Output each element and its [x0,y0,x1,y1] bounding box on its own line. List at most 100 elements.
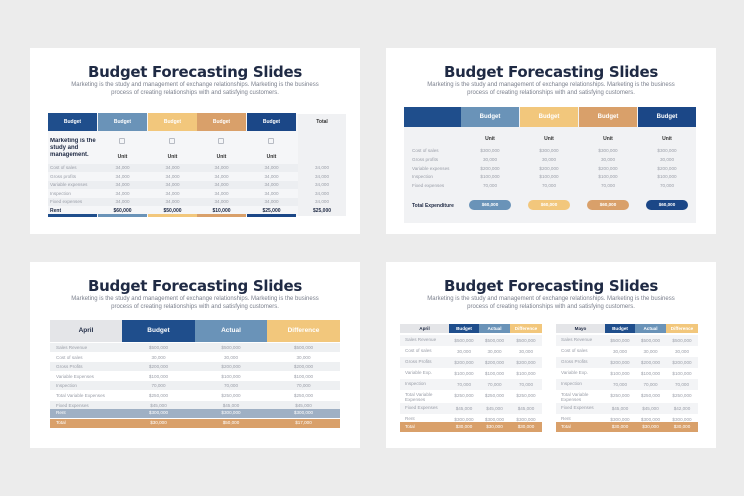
table-cell: $200,000 [148,364,169,370]
table-cell: 34,000 [214,182,229,187]
table-cell: 30,000 [643,349,658,354]
total-cell: 34,000 [314,165,330,170]
total-header: Total [316,119,328,125]
row-label: Gross Profits [405,359,432,364]
table-cell: $45,000 [642,406,659,411]
table-cell: $300,000 [480,148,500,153]
row-stripe [400,379,542,390]
table-cell: $300,000 [672,417,692,422]
table-cell: $45,000 [611,406,629,411]
total-cell: 34,000 [314,190,330,196]
total-cell: $17,000 [295,420,312,425]
column-header: Mayo [556,324,605,333]
table-cell: 30,000 [541,156,557,162]
slide-subtitle: Marketing is the study and management of… [71,296,319,310]
table-cell: 70,000 [482,183,498,189]
row-stripe [48,198,298,206]
table-cell: 70,000 [612,382,628,387]
row-label: Inspection [412,174,433,180]
slide-title: Budget Forecasting Slides [88,277,302,295]
row-stripe [50,381,340,391]
table-cell: $200,000 [484,360,505,365]
row-stripe [48,164,298,172]
table-cell: $500,000 [640,338,661,343]
bag-icon [268,138,274,144]
table-cell: 70,000 [296,383,311,389]
rent-cell: $60,000 [113,208,132,214]
table-cell: $200,000 [672,360,692,365]
slide-3[interactable]: Budget Forecasting Slides Marketing is t… [30,262,360,448]
unit-label: Unit [117,154,128,160]
chart-icon [218,138,224,144]
header-lead [404,107,461,127]
total-pill: $60,000 [469,200,511,210]
unit-label: Unit [266,154,277,160]
total-pill: $60,000 [587,200,629,210]
table-cell: $45,000 [295,402,312,408]
row-label: Gross Profits [56,364,83,370]
row-label: Total Variable Expenses [56,393,105,398]
rent-cell: $25,000 [262,208,281,214]
rent-label: Rent [50,208,62,214]
row-label: Variable Exp. [561,370,588,375]
row-label: Fixed expenses [412,183,445,189]
table-cell: $300,000 [516,417,536,422]
table-cell: $200,000 [610,360,630,365]
row-label: Cost of sales [50,165,77,170]
row-label: Fixed Expenses [405,405,438,410]
row-stripe [556,379,698,390]
row-stripe [48,181,298,189]
row-stripe [556,357,698,368]
table-cell: $250,000 [610,393,630,398]
unit-label: Unit [216,154,227,160]
table-cell: $300,000 [454,417,474,422]
row-stripe [400,357,542,368]
total-cell: $30,000 [455,424,473,429]
total-row [50,419,340,428]
total-row [556,422,698,432]
table-cell: $250,000 [454,393,474,398]
column-header: Difference [510,324,542,333]
unit-label: Unit [167,154,178,160]
table-cell: $100,000 [640,371,661,376]
total-label: Total Expenditure [412,203,454,209]
table-cell: $300,000 [610,417,630,422]
row-label: Fixed Expenses [56,402,89,408]
unit-label: Unit [603,136,613,142]
table-cell: 70,000 [600,183,616,189]
table-cell: 30,000 [151,354,166,360]
slide-1[interactable]: Budget Forecasting Slides Marketing is t… [30,48,360,234]
table-cell: $500,000 [484,338,505,343]
row-label: Variable Expenses [56,373,94,379]
color-strip [148,214,197,217]
table-cell: 70,000 [674,382,690,387]
table-cell: $100,000 [610,371,630,376]
row-stripe [50,400,340,410]
table-cell: 70,000 [541,183,557,189]
total-pill: $60,000 [528,200,570,210]
table-cell: 30,000 [674,349,690,354]
row-stripe [400,403,542,414]
table-cell: 34,000 [214,199,229,204]
rent-cell: $300,000 [221,410,241,415]
slide-4[interactable]: Budget Forecasting Slides Marketing is t… [386,262,716,448]
table-cell: 34,000 [115,165,130,170]
slide-2[interactable]: Budget Forecasting Slides Marketing is t… [386,48,716,234]
table-cell: $200,000 [221,364,241,370]
rent-row [50,409,340,418]
total-cell: 34,000 [314,182,330,187]
slide-subtitle: Marketing is the study and management of… [71,82,319,96]
table-cell: 34,000 [115,199,130,204]
table-cell: $300,000 [598,148,618,153]
table-cell: $200,000 [640,360,661,365]
table-cell: $100,000 [516,371,536,376]
table-cell: $200,000 [657,165,677,171]
table-cell: $500,000 [610,338,630,343]
table-cell: 70,000 [487,382,502,387]
slide-subtitle: Marketing is the study and management of… [427,82,675,96]
table-cell: 34,000 [264,190,279,196]
total-cell: $30,000 [673,424,691,429]
table-cell: $250,000 [221,393,241,398]
total-label: Total [561,424,571,429]
table-cell: $100,000 [672,371,692,376]
